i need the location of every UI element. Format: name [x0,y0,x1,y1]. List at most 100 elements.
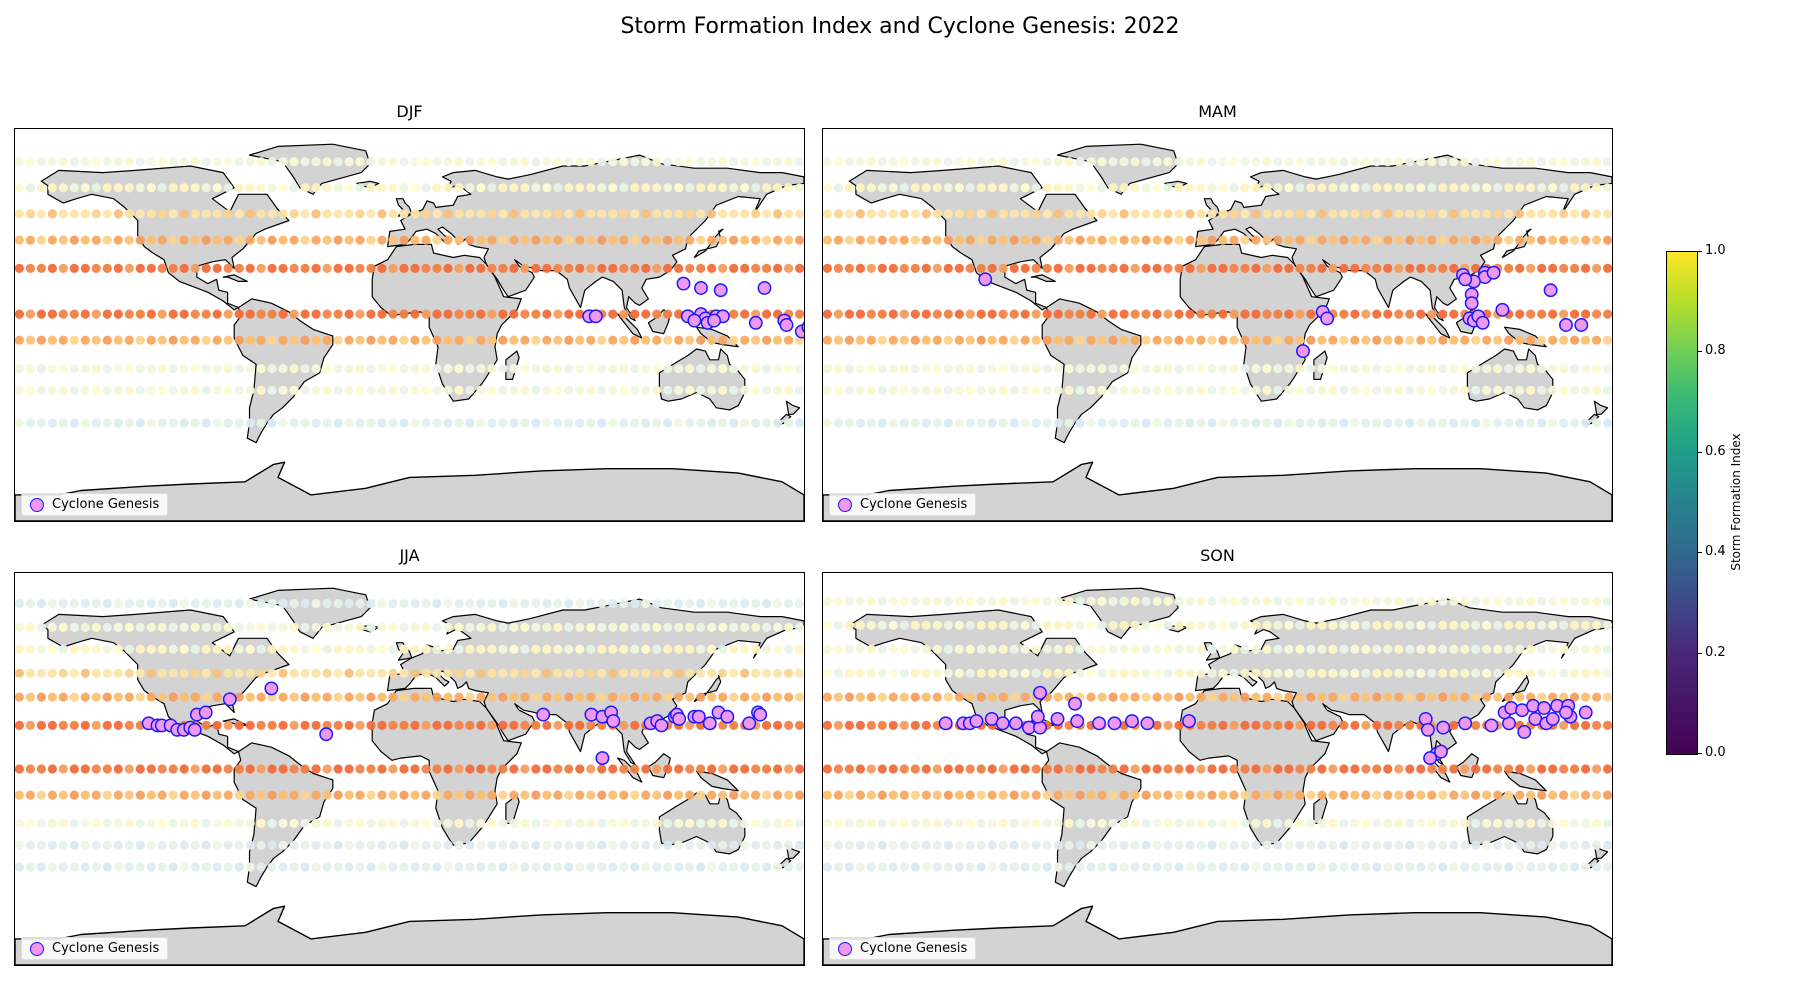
index-dot [1383,862,1393,872]
genesis-point[interactable] [1458,272,1473,287]
genesis-point[interactable] [654,718,669,733]
index-dot [509,364,519,374]
genesis-point[interactable] [584,707,599,722]
genesis-point[interactable] [198,705,213,720]
genesis-point[interactable] [691,709,706,724]
index-dot [998,209,1008,219]
genesis-point[interactable] [1423,751,1438,766]
genesis-point[interactable] [938,716,953,731]
index-dot [520,418,530,428]
index-dot [1372,644,1382,654]
genesis-point[interactable] [1559,318,1573,332]
genesis-point[interactable] [1320,311,1335,326]
genesis-point[interactable] [1475,315,1490,330]
index-dot [1152,209,1162,219]
genesis-point[interactable] [187,722,202,737]
index-dot [954,644,964,654]
genesis-point[interactable] [1517,725,1532,739]
index-dot [1350,620,1360,630]
genesis-point[interactable] [1537,701,1552,715]
index-dot [47,692,58,702]
genesis-point[interactable] [606,714,621,729]
index-dot [888,596,898,606]
genesis-point[interactable] [1545,711,1560,726]
genesis-point[interactable] [595,751,610,766]
genesis-point[interactable] [1068,696,1082,711]
genesis-point[interactable] [1436,720,1451,735]
genesis-point[interactable] [1030,709,1045,724]
genesis-point[interactable] [1578,705,1593,720]
genesis-point[interactable] [720,709,735,724]
genesis-point[interactable] [1033,685,1047,700]
genesis-point[interactable] [1420,722,1435,737]
index-dot [1020,620,1030,630]
genesis-point[interactable] [1543,283,1558,298]
genesis-point[interactable] [1296,344,1310,359]
index-dot [1053,840,1063,850]
genesis-point[interactable] [1486,265,1501,280]
genesis-point[interactable] [1092,716,1107,731]
genesis-point[interactable] [1182,714,1196,729]
map-mam[interactable]: Cyclone Genesis [822,128,1613,522]
genesis-point[interactable] [588,309,603,324]
genesis-point[interactable] [1008,716,1023,731]
genesis-point[interactable] [978,272,993,287]
genesis-point[interactable] [995,716,1010,731]
genesis-point[interactable] [694,281,708,295]
genesis-point[interactable] [1125,714,1139,729]
index-dot [1328,157,1338,167]
genesis-point[interactable] [1070,714,1085,729]
genesis-point[interactable] [702,716,717,731]
genesis-point[interactable] [672,711,687,726]
index-dot [410,235,420,245]
genesis-point[interactable] [1050,711,1065,726]
genesis-point[interactable] [1458,716,1473,731]
genesis-point[interactable] [969,714,984,729]
index-dot [146,157,156,167]
genesis-point[interactable] [1464,296,1479,311]
genesis-point[interactable] [757,281,772,295]
index-dot [740,644,750,654]
map-son[interactable]: Cyclone Genesis [822,572,1613,966]
genesis-point[interactable] [1526,698,1541,713]
index-dot [1141,385,1151,395]
genesis-point[interactable] [222,692,237,707]
genesis-point[interactable] [676,276,691,291]
panel-title: SON [1200,546,1235,565]
index-dot [987,840,997,850]
genesis-point[interactable] [748,315,763,330]
genesis-point[interactable] [1107,716,1122,731]
genesis-point[interactable] [707,313,722,328]
index-dot [855,818,865,828]
genesis-point[interactable] [1495,302,1510,317]
index-dot [1493,183,1503,193]
index-dot [965,309,975,319]
genesis-point[interactable] [713,283,728,298]
index-dot [300,209,310,219]
genesis-point[interactable] [1574,318,1589,332]
index-dot [608,764,618,774]
index-dot [355,598,365,609]
index-dot [223,364,233,374]
genesis-point[interactable] [742,716,757,731]
index-dot [410,790,420,800]
index-dot [1339,620,1349,630]
map-jja[interactable]: Cyclone Genesis [14,572,805,966]
genesis-point[interactable] [1559,705,1573,720]
index-dot [1306,309,1316,319]
genesis-point[interactable] [687,313,702,328]
map-djf[interactable]: Cyclone Genesis [14,128,805,522]
genesis-point[interactable] [319,727,334,742]
genesis-point[interactable] [779,318,794,332]
genesis-point[interactable] [801,321,804,333]
genesis-point[interactable] [536,707,551,722]
genesis-point[interactable] [1140,716,1155,731]
index-dot [146,790,156,800]
genesis-point[interactable] [264,681,279,696]
genesis-point[interactable] [753,707,768,722]
genesis-point[interactable] [1434,744,1448,759]
index-dot [1185,183,1195,193]
genesis-point[interactable] [1484,718,1499,733]
index-dot [102,840,112,850]
index-dot [1339,385,1349,395]
